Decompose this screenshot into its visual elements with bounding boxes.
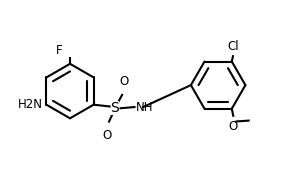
Text: O: O xyxy=(119,74,128,87)
Text: F: F xyxy=(56,44,63,57)
Text: O: O xyxy=(229,120,238,133)
Text: Cl: Cl xyxy=(228,40,239,53)
Text: H2N: H2N xyxy=(18,98,43,111)
Text: O: O xyxy=(102,129,111,142)
Text: NH: NH xyxy=(136,100,154,114)
Text: S: S xyxy=(111,101,119,115)
